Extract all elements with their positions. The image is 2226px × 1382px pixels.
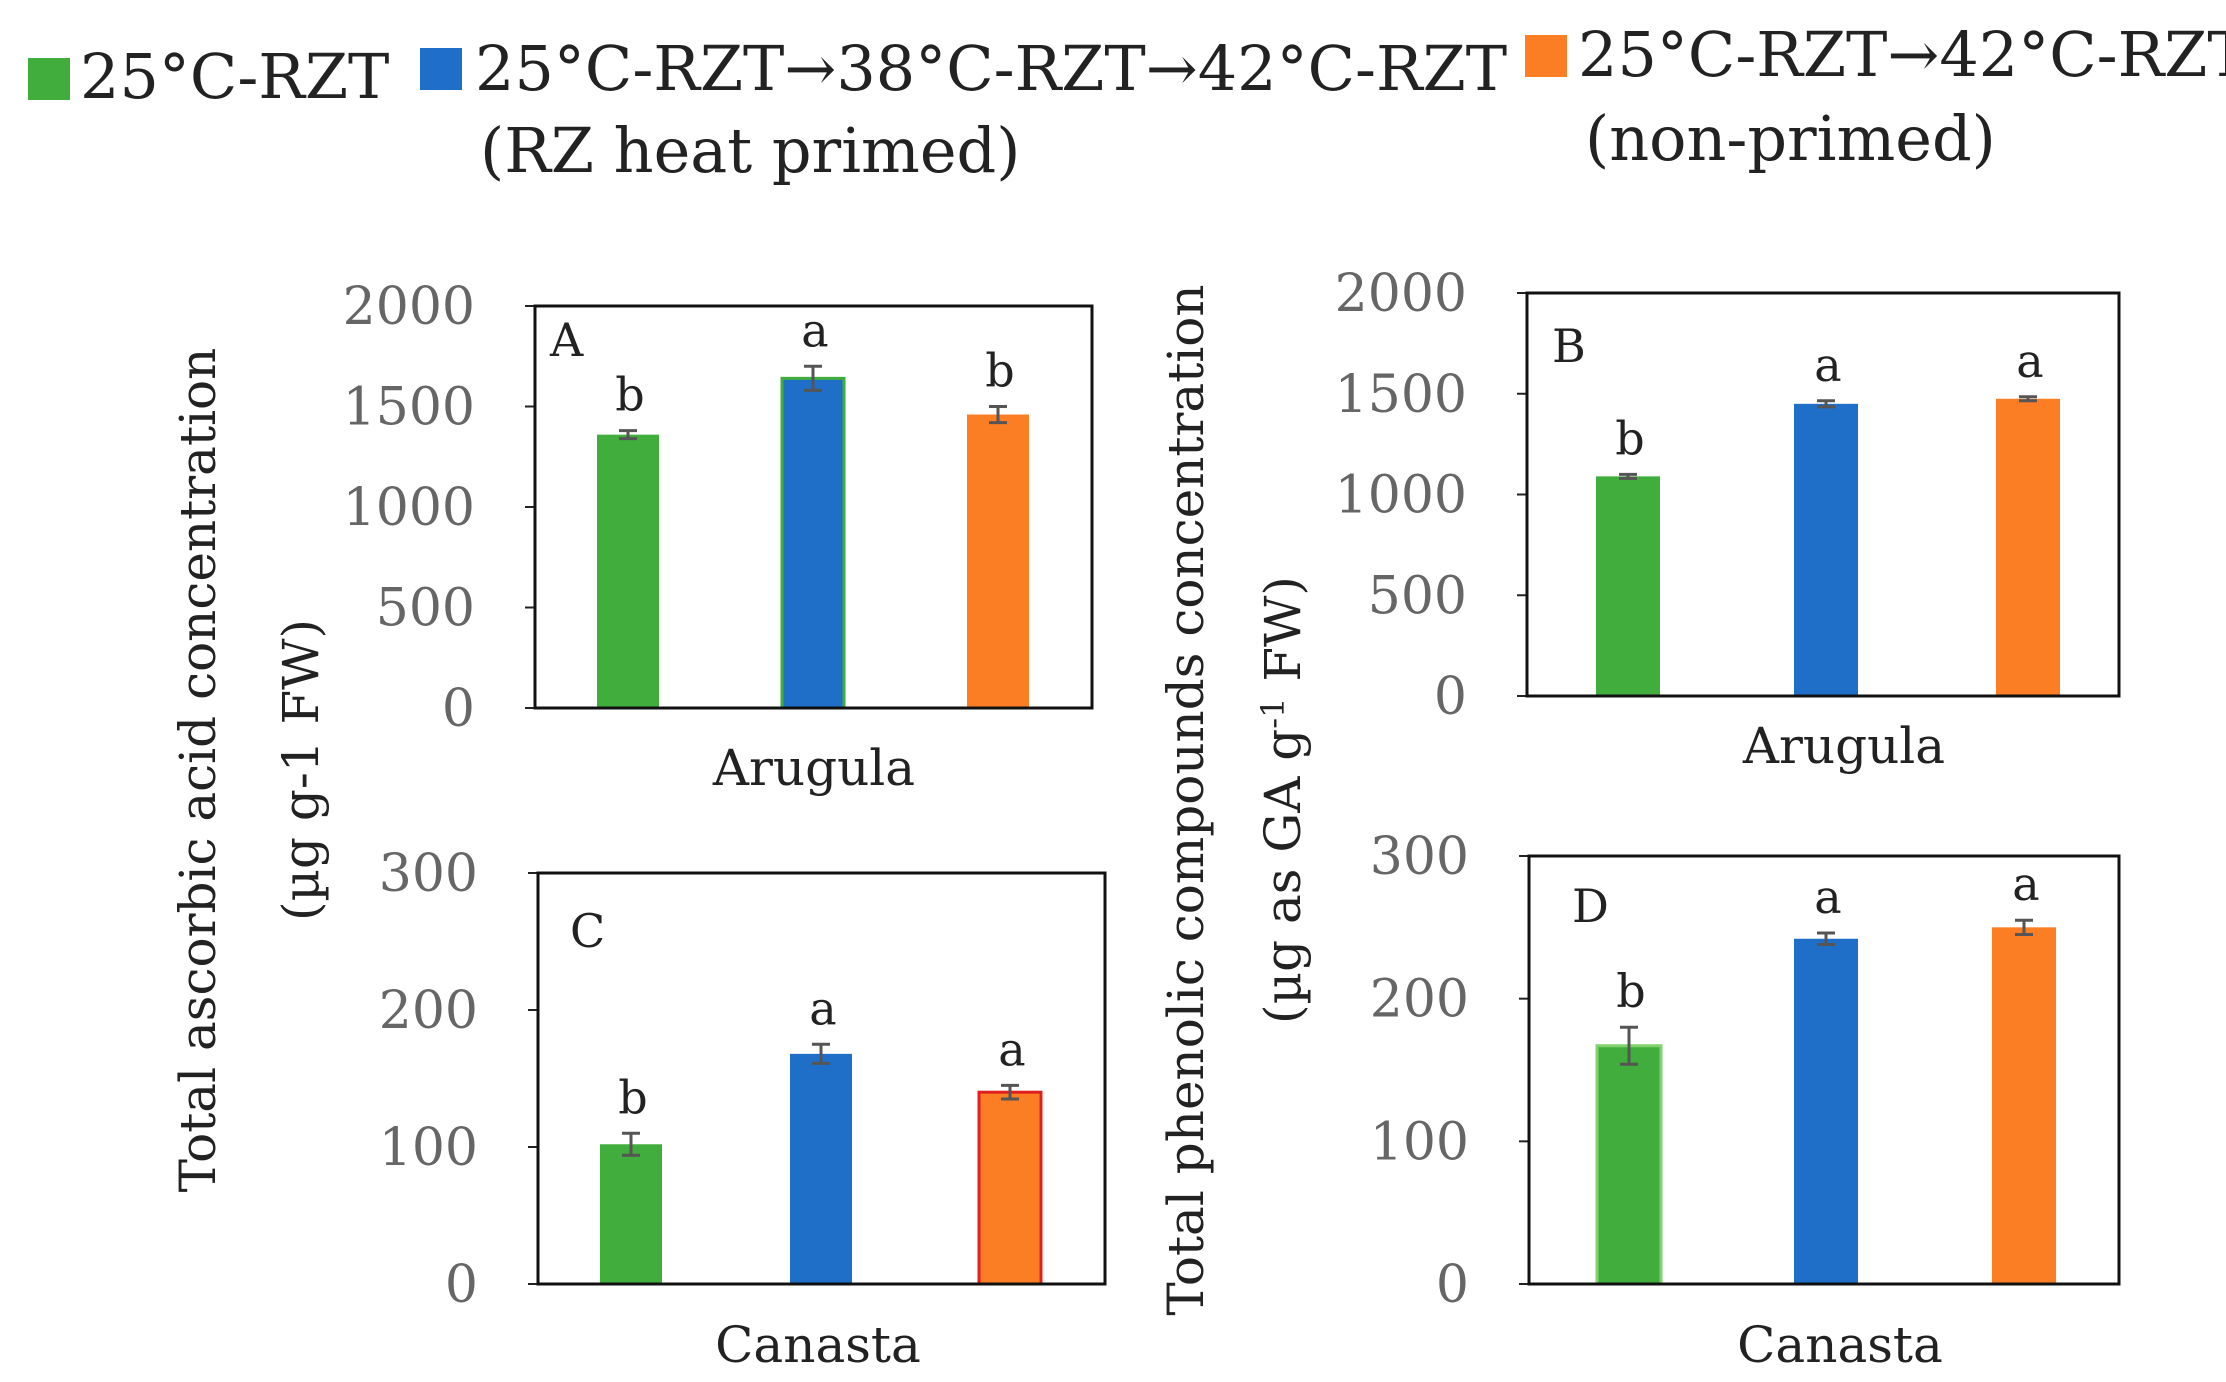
panel-d-sig-letter-1: b — [1616, 964, 1645, 1018]
panel-b-frame — [1525, 291, 2121, 698]
panel-c-letter: C — [570, 904, 605, 958]
right-axis-title-line2-sup: -1 — [1254, 698, 1292, 729]
panel-a-bar-2 — [780, 376, 846, 710]
left-axis-title-line2: (µg g-1 FW) — [272, 619, 330, 921]
panel-d-sig-letter-2: a — [1814, 870, 1841, 924]
panel-a-bar-3 — [967, 414, 1029, 708]
panel-b-ytick-label: 1500 — [1335, 365, 1467, 425]
right-axis-title-line2-post: FW) — [1254, 576, 1312, 697]
right-axis-title-line2-pre: (µg as GA g — [1254, 729, 1312, 1024]
panel-a-ytick-label: 2000 — [343, 277, 475, 337]
panel-a-xlabel: Arugula — [712, 739, 915, 797]
panel-c-xlabel: Canasta — [715, 1316, 921, 1374]
legend-sublabel-primed: (RZ heat primed) — [480, 114, 1020, 187]
panel-b-ytick-label: 2000 — [1335, 264, 1467, 324]
legend-swatch-orange — [1525, 35, 1567, 77]
panel-b-letter: B — [1552, 319, 1586, 373]
right-axis-title-line1: Total phenolic compounds concentration — [1157, 284, 1215, 1315]
panel-a-sig-letter-3: b — [985, 344, 1014, 398]
panel-b-sig-letter-3: a — [2016, 334, 2043, 388]
legend-sublabel-nonprimed: (non-primed) — [1585, 102, 1996, 175]
panel-c-ytick-label: 300 — [379, 844, 478, 904]
panel-d-bar-2 — [1794, 938, 1858, 1284]
panel-a-ytick-label: 1500 — [343, 378, 475, 438]
panel-d-ytick-label: 100 — [1370, 1112, 1469, 1172]
legend-label-control: 25°C-RZT — [80, 40, 389, 113]
panel-a-ytick-label: 1000 — [343, 478, 475, 538]
panel-c-sig-letter-1: b — [618, 1070, 647, 1124]
legend-swatch-blue — [420, 48, 462, 90]
panel-c-bar-1 — [600, 1144, 662, 1284]
panel-c-sig-letter-3: a — [998, 1022, 1025, 1076]
panel-c-frame — [536, 871, 1107, 1286]
right-axis-title-line2: (µg as GA g-1 FW) — [1254, 576, 1312, 1024]
panel-b-ytick-label: 0 — [1434, 667, 1467, 727]
panel-b-sig-letter-2: a — [1814, 338, 1841, 392]
legend-swatch-green — [28, 58, 70, 100]
panel-b: 0 500 1000 1500 2000 b a a B Arugula — [1335, 264, 2121, 775]
panel-c-sig-letter-2: a — [809, 981, 836, 1035]
panel-b-sig-letter-1: b — [1615, 411, 1644, 465]
panel-d-ytick-label: 0 — [1436, 1255, 1469, 1315]
panel-d-letter: D — [1572, 879, 1609, 933]
panel-b-bar-3 — [1996, 398, 2060, 696]
panel-d: 0 100 200 300 b a a D Canasta — [1370, 827, 2121, 1374]
panel-d-bar-3 — [1992, 927, 2056, 1284]
panel-c-ytick-label: 200 — [379, 981, 478, 1041]
panel-d-ytick-label: 300 — [1370, 827, 1469, 887]
panel-b-bar-1 — [1596, 476, 1660, 696]
left-axis-title: Total ascorbic acid concentration (µg g-… — [169, 348, 330, 1193]
panel-c: 0 100 200 300 b a a C Canasta — [379, 844, 1107, 1374]
panel-d-sig-letter-3: a — [2012, 857, 2039, 911]
panel-b-ytick-label: 1000 — [1335, 466, 1467, 526]
panel-a-ytick-label: 0 — [442, 679, 475, 739]
panel-c-ytick-label: 0 — [445, 1255, 478, 1315]
panel-a-letter: A — [549, 313, 584, 367]
legend: 25°C-RZT 25°C-RZT→38°C-RZT→42°C-RZT (RZ … — [28, 18, 2226, 187]
panel-a-bar-1 — [597, 434, 659, 708]
panel-a-sig-letter-2: a — [801, 303, 828, 357]
right-axis-title: Total phenolic compounds concentration (… — [1157, 284, 1312, 1315]
legend-label-primed: 25°C-RZT→38°C-RZT→42°C-RZT — [475, 32, 1507, 105]
panel-a-sig-letter-1: b — [615, 368, 644, 422]
panel-c-bar-3 — [977, 1090, 1043, 1286]
panel-a-ytick-label: 500 — [376, 579, 475, 639]
panel-c-bar-2 — [790, 1053, 852, 1284]
panel-a-frame — [533, 304, 1094, 710]
panel-d-ytick-label: 200 — [1370, 970, 1469, 1030]
panel-d-frame — [1527, 854, 2121, 1286]
panel-b-ytick-label: 500 — [1368, 566, 1467, 626]
panel-d-bar-1 — [1595, 1044, 1663, 1286]
panel-d-xlabel: Canasta — [1737, 1316, 1943, 1374]
panel-c-ytick-label: 100 — [379, 1118, 478, 1178]
legend-label-nonprimed: 25°C-RZT→42°C-RZT — [1578, 18, 2226, 91]
panel-b-bar-2 — [1794, 403, 1858, 696]
left-axis-title-line1: Total ascorbic acid concentration — [169, 348, 227, 1193]
panel-b-xlabel: Arugula — [1742, 717, 1945, 775]
